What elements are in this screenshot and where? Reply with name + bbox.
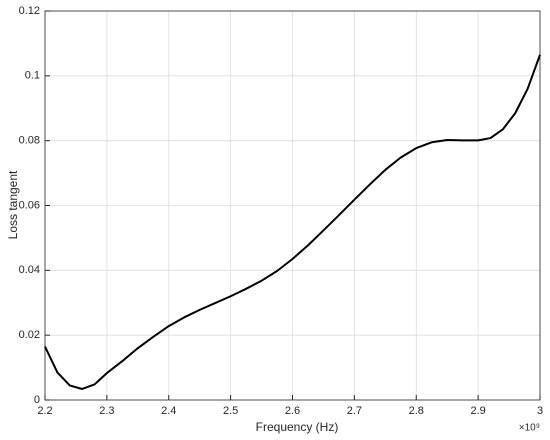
line-series [44,54,541,390]
x-exponent: ×10⁹ [519,423,540,434]
y-tick-label: 0.02 [19,329,40,341]
x-axis-label: Frequency (Hz) [256,420,339,434]
y-tick-label: 0.06 [19,199,40,211]
y-tick-label: 0.04 [19,264,40,276]
x-tick-label: 2.3 [99,405,114,417]
x-tick-label: 2.9 [470,405,485,417]
x-tick-label: 2.5 [223,405,238,417]
y-tick-label: 0 [34,394,40,406]
x-tick-label: 2.7 [347,405,362,417]
axes-box [44,10,541,401]
y-tick-label: 0.12 [19,5,40,17]
x-tick-label: 3 [537,405,543,417]
x-tick-label: 2.2 [37,405,52,417]
x-tick-label: 2.6 [285,405,300,417]
y-tick-label: 0.1 [25,70,40,82]
y-tick-label: 0.08 [19,135,40,147]
y-axis-label: Loss tangent [6,170,20,239]
x-tick-label: 2.8 [409,405,424,417]
x-tick-label: 2.4 [161,405,176,417]
